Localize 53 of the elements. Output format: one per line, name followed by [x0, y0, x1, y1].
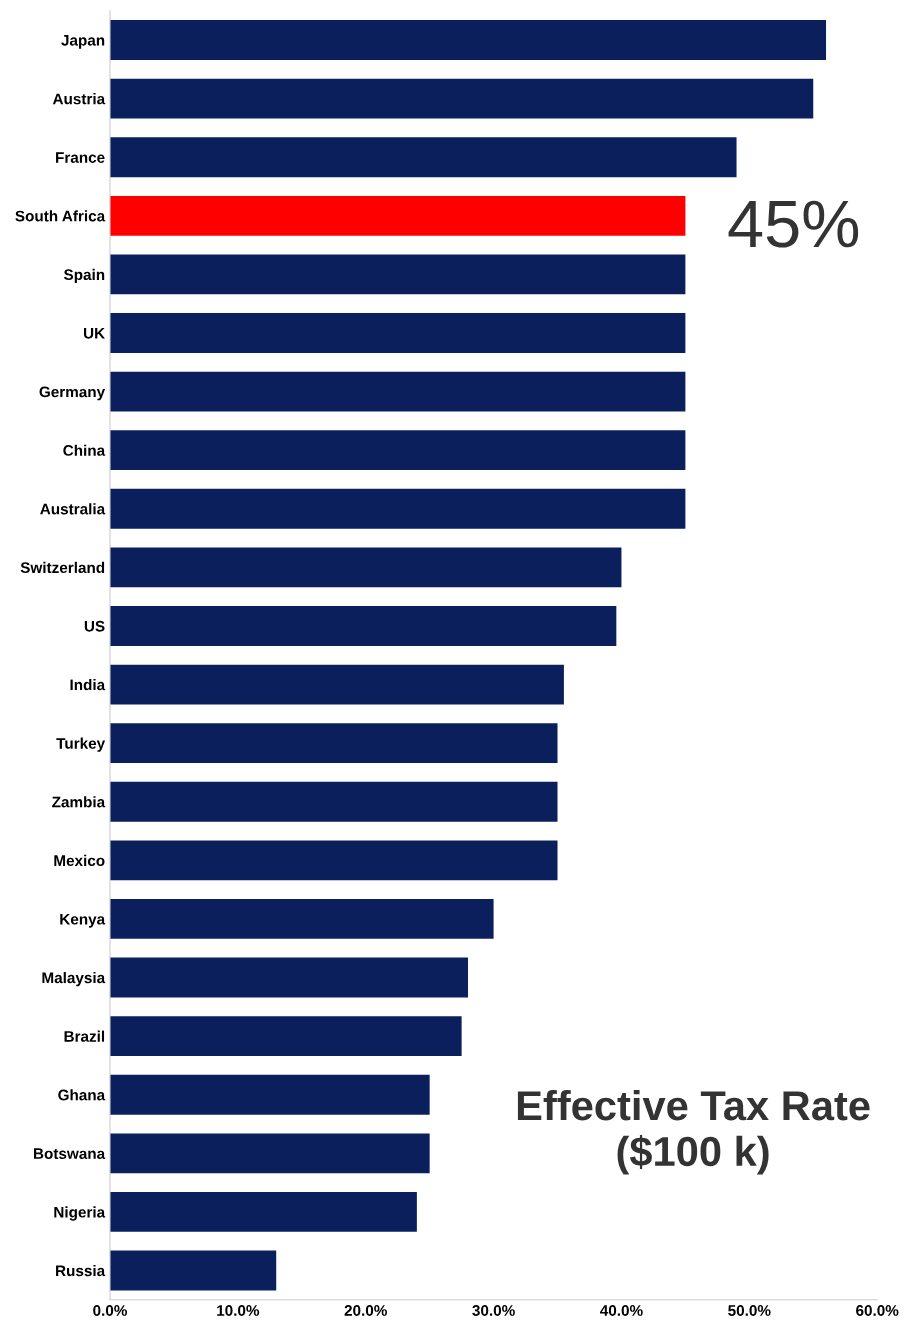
y-tick-label: Ghana [58, 1089, 106, 1101]
y-tick-label: Malaysia [42, 971, 106, 987]
x-tick-label: 0.0% [93, 1305, 127, 1316]
x-tick-label: 30.0% [472, 1305, 515, 1316]
x-tick-label: 50.0% [728, 1305, 771, 1316]
y-tick-label: Kenya [60, 913, 106, 928]
y-tick-label: India [70, 679, 106, 691]
bar [109, 1250, 277, 1291]
bar [109, 371, 686, 412]
bar [109, 664, 564, 705]
bar [109, 137, 737, 178]
bar [109, 957, 469, 998]
bar [109, 20, 827, 60]
y-tick-label: Botswana [34, 1148, 106, 1159]
bar [109, 488, 686, 529]
bar [109, 723, 558, 764]
y-tick-label: US [84, 620, 105, 632]
y-tick-label: France [56, 152, 105, 163]
y-tick-label: Mexico [54, 854, 105, 867]
x-tick-label: 20.0% [344, 1305, 387, 1316]
bar [109, 1133, 430, 1174]
bar [109, 899, 494, 939]
bar [109, 254, 686, 295]
y-tick-label: China [63, 444, 106, 456]
x-tick-label: 10.0% [217, 1305, 260, 1316]
x-tick-label: 40.0% [600, 1305, 643, 1316]
y-tick-label: UK [83, 328, 105, 339]
bar [109, 840, 558, 881]
bar [109, 78, 814, 119]
text: Effective Tax Rate ($100 k) [517, 1089, 870, 1175]
y-tick-label: Russia [56, 1264, 106, 1277]
y-tick-label: Japan [61, 35, 105, 49]
annotation: 45% [728, 200, 859, 248]
y-tick-label: Zambia [52, 796, 106, 808]
bar [109, 1074, 430, 1115]
bar [109, 195, 686, 236]
y-tick-label: Nigeria [54, 1206, 106, 1221]
y-tick-label: Switzerland [20, 561, 105, 574]
bar [109, 1191, 417, 1232]
bar [109, 1016, 462, 1057]
y-tick-label: Brazil [64, 1030, 105, 1042]
y-tick-label: South Africa [15, 210, 106, 222]
bar [109, 606, 617, 646]
bar [109, 430, 686, 471]
bar [109, 547, 622, 588]
y-tick-label: Spain [63, 268, 105, 284]
bar [109, 781, 558, 822]
y-tick-label: Germany [39, 386, 106, 401]
y-tick-label: Turkey [56, 737, 106, 752]
y-tick-label: Australia [40, 503, 106, 515]
x-tick-label: 60.0% [856, 1305, 899, 1316]
y-tick-label: Austria [52, 93, 106, 105]
bar [109, 313, 686, 353]
